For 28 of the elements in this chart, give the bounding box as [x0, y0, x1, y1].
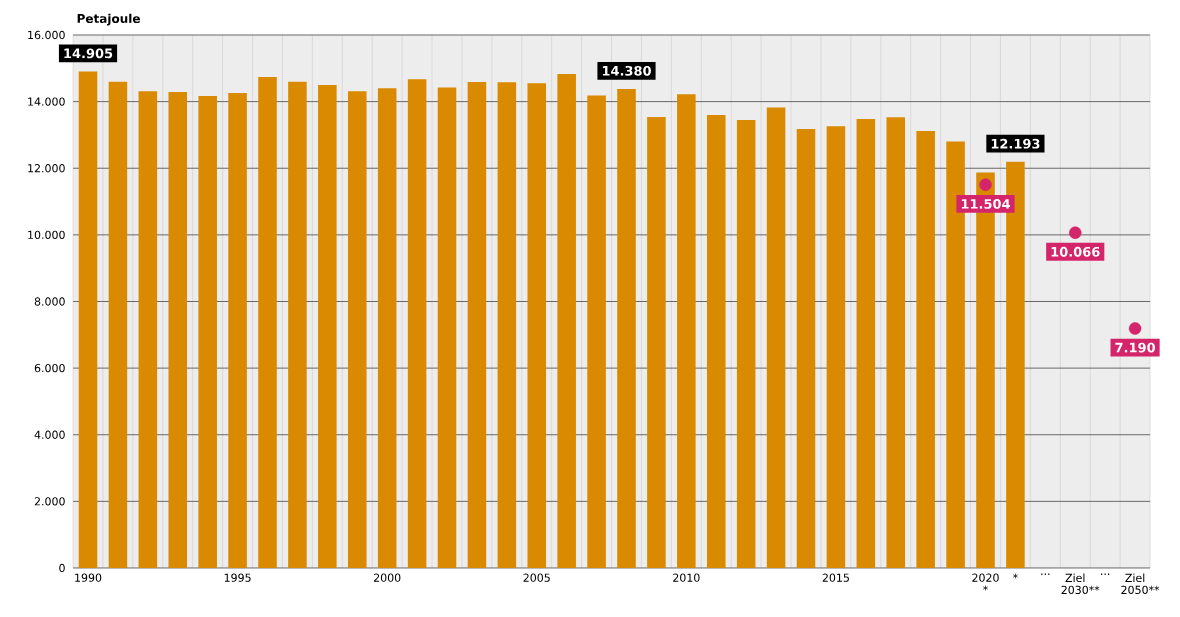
x-tick-label: *	[1012, 573, 1018, 579]
y-tick-label: 14.000	[28, 97, 65, 106]
y-axis-title: Petajoule	[77, 13, 140, 26]
y-tick-label: 12.000	[28, 164, 65, 173]
data-label: 11.504	[961, 198, 1010, 209]
y-tick-label: 2.000	[34, 497, 65, 506]
data-label: 7.190	[1115, 342, 1156, 353]
x-tick-label: 2015	[822, 573, 849, 582]
x-tick-label: Ziel 2050**	[1121, 573, 1160, 595]
x-tick-label: 1990	[75, 573, 102, 582]
data-label: 14.380	[602, 65, 651, 76]
data-label: 12.193	[991, 138, 1040, 149]
y-tick-label: 0	[59, 563, 65, 573]
x-tick-label: 2010	[673, 573, 700, 582]
data-label: 10.066	[1051, 246, 1100, 257]
data-label: 14.905	[64, 48, 113, 59]
x-tick-label: 2005	[523, 573, 550, 582]
x-tick-label: Ziel 2030**	[1061, 573, 1100, 595]
y-tick-label: 8.000	[34, 297, 65, 306]
x-tick-label: 2000	[373, 573, 401, 582]
y-tick-label: 16.000	[28, 30, 65, 40]
x-tick-label: ...	[1101, 573, 1110, 575]
y-tick-label: 6.000	[34, 363, 65, 373]
x-tick-label: 2020 *	[972, 573, 999, 591]
y-tick-label: 4.000	[34, 430, 65, 439]
x-tick-label: 1995	[224, 573, 251, 582]
y-tick-label: 10.000	[28, 230, 65, 240]
x-tick-label: ...	[1041, 573, 1050, 575]
